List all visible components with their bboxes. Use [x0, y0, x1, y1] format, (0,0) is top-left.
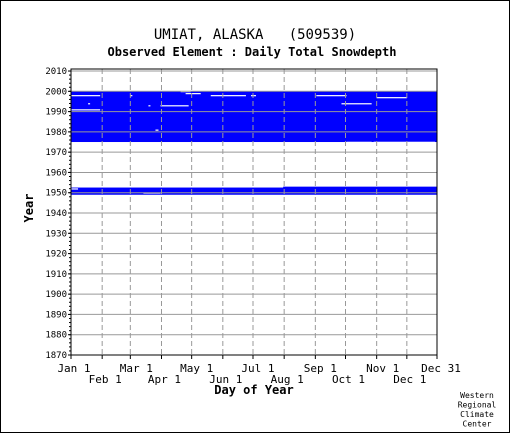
- data-gap-12: [341, 103, 372, 105]
- y-tick-label: 2010: [45, 67, 67, 77]
- data-gap-11: [316, 95, 347, 97]
- coverage-block-1: [71, 186, 437, 195]
- data-gap-16: [71, 186, 251, 188]
- data-gap-20: [250, 184, 284, 186]
- data-gap-13: [376, 97, 407, 99]
- y-tick-label: 1930: [45, 229, 67, 239]
- x-tick-label: Jul 1: [241, 362, 274, 375]
- credit-line: Climate: [460, 410, 494, 419]
- y-tick-label: 1970: [45, 148, 67, 158]
- x-tick-label: Nov 1: [366, 362, 399, 375]
- data-gap-1: [71, 109, 101, 111]
- credit-line: Regional: [458, 401, 497, 410]
- data-gap-9: [250, 95, 257, 97]
- plot-border: [70, 68, 438, 356]
- x-tick-label: Apr 1: [148, 373, 181, 386]
- credit-line: Center: [463, 420, 492, 429]
- y-tick-label: 1950: [45, 189, 67, 199]
- chart-subtitle: Observed Element : Daily Total Snowdepth: [108, 45, 397, 59]
- data-gap-8: [210, 95, 246, 97]
- chart-title: UMIAT, ALASKA (509539): [154, 27, 356, 43]
- y-tick-label: 1940: [45, 209, 67, 219]
- data-gap-4: [148, 105, 151, 107]
- data-gap-10: [155, 129, 159, 131]
- y-tick-label: 1890: [45, 310, 67, 320]
- x-tick-label: May 1: [180, 362, 213, 375]
- coverage-block-0: [71, 91, 437, 143]
- y-axis-label: Year: [22, 194, 36, 223]
- x-tick-label: Mar 1: [120, 362, 153, 375]
- x-tick-label: Jan 1: [57, 362, 90, 375]
- data-gap-14: [346, 141, 372, 143]
- y-tick-label: 1910: [45, 270, 67, 280]
- y-tick-label: 2000: [45, 87, 67, 97]
- y-tick-label: 1870: [45, 351, 67, 361]
- x-tick-label: Sep 1: [304, 362, 337, 375]
- x-tick-label: Oct 1: [332, 373, 365, 386]
- data-gap-19: [250, 186, 284, 188]
- data-gap-3: [130, 95, 133, 97]
- credit-line: Western: [460, 391, 494, 400]
- x-tick-label: Dec 1: [393, 373, 426, 386]
- y-tick-label: 1880: [45, 331, 67, 341]
- data-gap-17: [71, 188, 79, 190]
- data-gap-0: [71, 95, 101, 97]
- x-tick-label: Jun 1: [209, 373, 242, 386]
- data-gap-2: [88, 103, 91, 105]
- y-tick-label: 1960: [45, 168, 67, 178]
- y-tick-label: 1900: [45, 290, 67, 300]
- x-tick-label: Aug 1: [271, 373, 304, 386]
- x-tick-label: Feb 1: [89, 373, 122, 386]
- y-tick-label: 1990: [45, 108, 67, 118]
- data-gap-7: [185, 93, 201, 95]
- data-gap-15: [373, 141, 435, 143]
- x-axis-label: Day of Year: [214, 383, 293, 397]
- y-tick-label: 1980: [45, 128, 67, 138]
- data-gap-5: [160, 105, 189, 107]
- y-tick-label: 1920: [45, 250, 67, 260]
- x-tick-label: Dec 31: [421, 362, 461, 375]
